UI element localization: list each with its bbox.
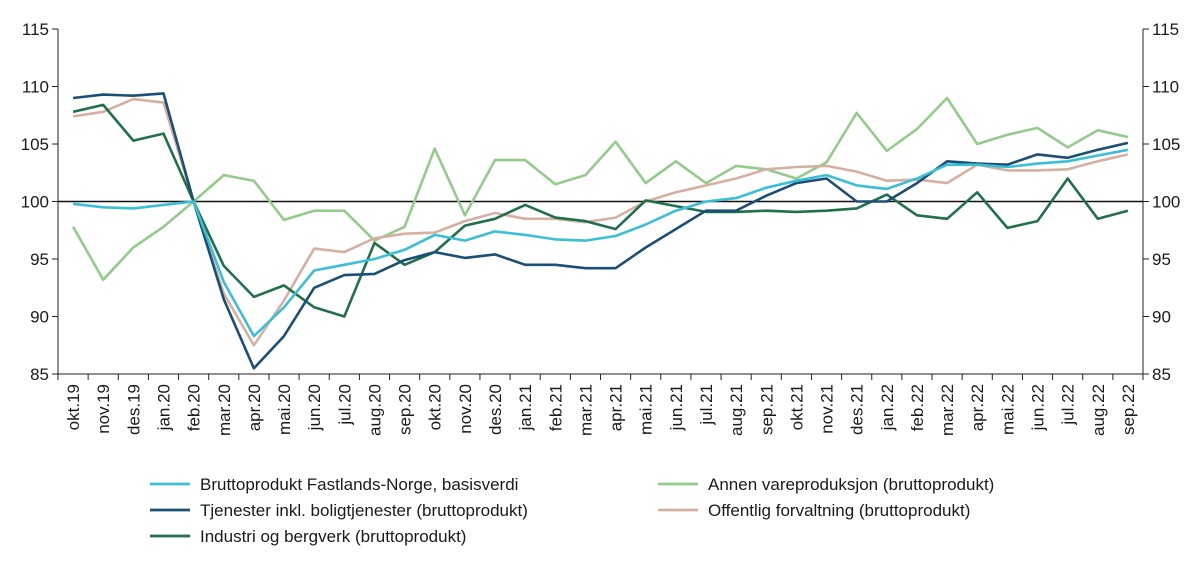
x-tick-label: okt.21 xyxy=(787,384,806,430)
x-tick-label: mai.22 xyxy=(998,384,1017,435)
x-tick-label: okt.20 xyxy=(426,384,445,430)
x-tick-label: apr.22 xyxy=(968,384,987,431)
x-tick-label: jan.22 xyxy=(878,384,897,431)
x-tick-label: feb.22 xyxy=(908,384,927,431)
y-tick-label-right: 115 xyxy=(1152,20,1179,39)
legend-label: Annen vareproduksjon (bruttoprodukt) xyxy=(708,475,994,494)
y-tick-label-right: 95 xyxy=(1152,250,1171,269)
x-tick-label: sep.22 xyxy=(1119,384,1138,435)
y-tick-label-right: 105 xyxy=(1152,135,1180,154)
x-tick-label: okt.19 xyxy=(64,384,83,430)
x-axis: okt.19 nov.19 des.19 jan.20 feb.20 mar.20 apr.… xyxy=(57,374,1144,436)
y-axis-left: 85 90 95 100 105 110 115 xyxy=(21,20,58,384)
x-tick-label: jun.20 xyxy=(305,384,324,431)
x-tick-label: apr.21 xyxy=(607,384,626,431)
series-line xyxy=(72,103,1129,318)
x-tick-label: jul.22 xyxy=(1059,384,1078,426)
x-tick-label: mar.22 xyxy=(938,384,957,436)
x-tick-label: jan.20 xyxy=(154,384,173,431)
x-tick-label: nov.20 xyxy=(456,384,475,434)
x-tick-label: mar.20 xyxy=(215,384,234,436)
y-tick-label-left: 90 xyxy=(30,308,49,327)
x-tick-label: sep.21 xyxy=(757,384,776,435)
series-line xyxy=(72,97,1129,347)
series-lines xyxy=(58,92,1143,370)
x-tick-label: jul.21 xyxy=(697,384,716,426)
y-tick-label-right: 90 xyxy=(1152,308,1171,327)
y-tick-label-left: 85 xyxy=(30,365,49,384)
x-tick-label: nov.21 xyxy=(818,384,837,434)
series-line xyxy=(72,148,1129,338)
x-tick-label: mar.21 xyxy=(576,384,595,436)
y-tick-label-right: 85 xyxy=(1152,365,1171,384)
y-tick-label-left: 115 xyxy=(22,20,49,39)
y-tick-label-left: 100 xyxy=(21,193,49,212)
x-tick-label: des.20 xyxy=(486,384,505,435)
x-tick-label: nov.19 xyxy=(94,384,113,434)
x-tick-label: jun.21 xyxy=(667,384,686,431)
y-tick-label-right: 110 xyxy=(1152,78,1179,97)
legend-label: Bruttoprodukt Fastlands-Norge, basisverd… xyxy=(200,475,518,494)
x-tick-label: aug.20 xyxy=(365,384,384,436)
legend-label: Offentlig forvaltning (bruttoprodukt) xyxy=(708,501,970,520)
y-tick-label-left: 110 xyxy=(22,78,49,97)
x-tick-label: mai.20 xyxy=(275,384,294,435)
x-tick-label: mai.21 xyxy=(637,384,656,435)
x-tick-label: sep.20 xyxy=(396,384,415,435)
y-tick-label-right: 100 xyxy=(1152,193,1180,212)
legend-label: Tjenester inkl. boligtjenester (bruttopr… xyxy=(200,501,528,520)
x-tick-label: jan.21 xyxy=(516,384,535,431)
legend-label: Industri og bergverk (bruttoprodukt) xyxy=(200,527,466,546)
y-axis-right: 85 90 95 100 105 110 115 xyxy=(1143,20,1180,384)
x-tick-label: feb.20 xyxy=(185,384,204,431)
series-line xyxy=(71,96,1129,282)
y-tick-label-left: 95 xyxy=(30,250,49,269)
x-tick-label: aug.21 xyxy=(727,384,746,436)
x-tick-label: apr.20 xyxy=(245,384,264,431)
x-tick-label: aug.22 xyxy=(1089,384,1108,436)
legend: Bruttoprodukt Fastlands-Norge, basisverd… xyxy=(150,475,994,546)
series-line xyxy=(72,92,1129,370)
x-tick-label: feb.21 xyxy=(546,384,565,431)
x-tick-label: des.21 xyxy=(848,384,867,435)
y-tick-label-left: 105 xyxy=(21,135,49,154)
x-tick-label: des.19 xyxy=(124,384,143,435)
x-tick-label: jun.22 xyxy=(1029,384,1048,431)
x-tick-label: jul.20 xyxy=(335,384,354,426)
